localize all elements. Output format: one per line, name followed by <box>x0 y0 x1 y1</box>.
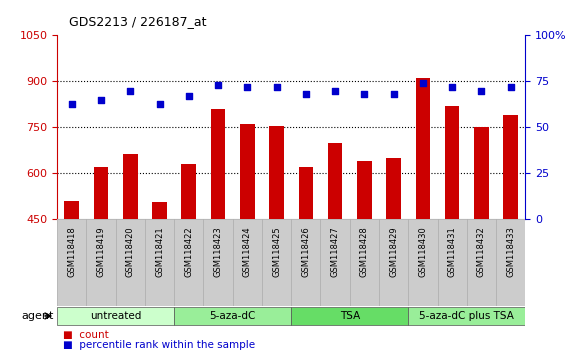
Text: GSM118425: GSM118425 <box>272 227 281 277</box>
Text: agent: agent <box>22 311 54 321</box>
Point <box>301 91 311 97</box>
Bar <box>203 219 233 306</box>
Text: GDS2213 / 226187_at: GDS2213 / 226187_at <box>69 15 206 28</box>
Bar <box>94 167 108 354</box>
Bar <box>182 164 196 354</box>
Text: TSA: TSA <box>340 311 360 321</box>
Text: ■  count: ■ count <box>63 330 108 340</box>
Bar <box>270 126 284 354</box>
Text: GSM118419: GSM118419 <box>96 227 106 277</box>
Text: ■  percentile rank within the sample: ■ percentile rank within the sample <box>63 340 255 350</box>
Bar <box>174 307 291 325</box>
Point <box>184 93 194 99</box>
Bar <box>65 201 79 354</box>
Point <box>272 84 281 90</box>
Bar <box>291 307 408 325</box>
Bar <box>320 219 349 306</box>
Bar <box>379 219 408 306</box>
Text: GSM118418: GSM118418 <box>67 227 77 277</box>
Bar <box>57 307 174 325</box>
Bar <box>408 307 525 325</box>
Bar <box>299 167 313 354</box>
Bar <box>174 219 203 306</box>
Text: untreated: untreated <box>90 311 141 321</box>
Point <box>155 101 164 106</box>
Text: GSM118431: GSM118431 <box>448 227 457 277</box>
Point <box>477 88 486 93</box>
Bar <box>240 124 255 354</box>
Point <box>506 84 515 90</box>
Bar <box>408 219 437 306</box>
Bar <box>328 143 343 354</box>
Bar <box>445 106 460 354</box>
Bar <box>291 219 320 306</box>
Bar <box>211 109 226 354</box>
Text: GSM118421: GSM118421 <box>155 227 164 277</box>
Text: 5-aza-dC plus TSA: 5-aza-dC plus TSA <box>419 311 514 321</box>
Text: GSM118430: GSM118430 <box>419 227 428 277</box>
Bar <box>152 202 167 354</box>
Bar <box>416 78 430 354</box>
Point <box>389 91 398 97</box>
Text: GSM118422: GSM118422 <box>184 227 194 277</box>
Bar <box>115 219 145 306</box>
Point <box>243 84 252 90</box>
Bar <box>123 154 138 354</box>
Text: GSM118433: GSM118433 <box>506 227 515 277</box>
Point <box>448 84 457 90</box>
Text: GSM118427: GSM118427 <box>331 227 340 277</box>
Bar <box>57 219 86 306</box>
Bar <box>387 158 401 354</box>
Point <box>331 88 340 93</box>
Bar <box>496 219 525 306</box>
Text: GSM118424: GSM118424 <box>243 227 252 277</box>
Text: GSM118428: GSM118428 <box>360 227 369 277</box>
Text: 5-aza-dC: 5-aza-dC <box>210 311 256 321</box>
Text: GSM118429: GSM118429 <box>389 227 398 277</box>
Bar <box>349 219 379 306</box>
Point <box>67 101 77 106</box>
Bar <box>145 219 174 306</box>
Point <box>96 97 106 103</box>
Point <box>214 82 223 88</box>
Text: GSM118423: GSM118423 <box>214 227 223 277</box>
Bar <box>504 115 518 354</box>
Bar <box>57 219 525 306</box>
Bar <box>262 219 291 306</box>
Bar <box>467 219 496 306</box>
Text: GSM118432: GSM118432 <box>477 227 486 277</box>
Bar <box>474 127 489 354</box>
Text: GSM118420: GSM118420 <box>126 227 135 277</box>
Bar <box>86 219 115 306</box>
Bar <box>233 219 262 306</box>
Text: GSM118426: GSM118426 <box>301 227 311 277</box>
Bar <box>437 219 467 306</box>
Point <box>126 88 135 93</box>
Bar <box>357 161 372 354</box>
Point <box>419 80 428 86</box>
Point <box>360 91 369 97</box>
